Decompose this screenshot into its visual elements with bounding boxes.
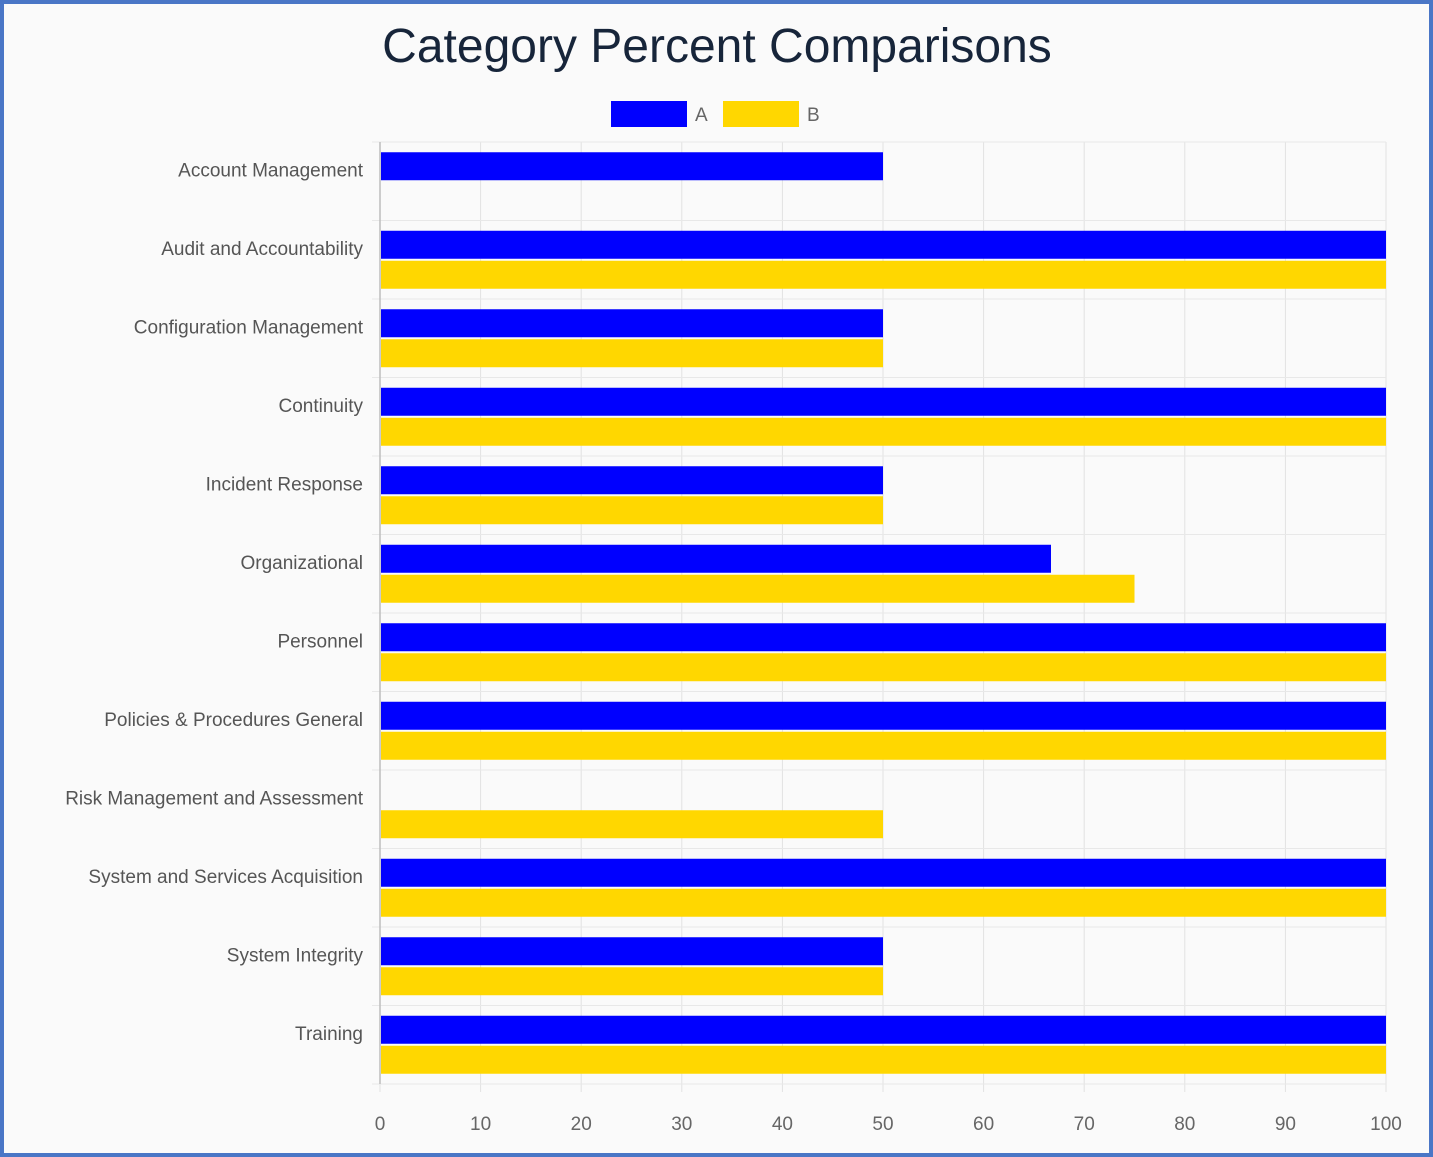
bar-a-5 — [381, 466, 883, 495]
bar-a-8 — [381, 701, 1386, 730]
bars — [381, 152, 1386, 1074]
bar-b-10 — [381, 888, 1386, 917]
bar-b-6 — [381, 574, 1135, 603]
bar-b-5 — [381, 496, 883, 525]
bar-b-9 — [381, 810, 883, 839]
category-label: System Integrity — [227, 945, 364, 966]
bar-a-3 — [381, 309, 883, 338]
chart-title: Category Percent Comparisons — [382, 20, 1052, 73]
bar-b-4 — [381, 417, 1386, 446]
x-tick-label: 50 — [872, 1114, 893, 1135]
x-tick-label: 80 — [1174, 1114, 1195, 1135]
bar-a-7 — [381, 623, 1386, 652]
x-tick-label: 0 — [375, 1114, 386, 1135]
category-label: Audit and Accountability — [161, 239, 363, 260]
bar-b-7 — [381, 653, 1386, 682]
category-label: Account Management — [178, 160, 364, 181]
x-tick-label: 90 — [1275, 1114, 1296, 1135]
bar-b-3 — [381, 339, 883, 368]
category-label: System and Services Acquisition — [88, 867, 363, 888]
x-tick-label: 30 — [671, 1114, 692, 1135]
category-label: Training — [295, 1024, 363, 1045]
legend-swatch-b[interactable] — [723, 101, 799, 127]
legend-label-a[interactable]: A — [695, 105, 708, 126]
x-tick-label: 100 — [1370, 1114, 1402, 1135]
x-tick-label: 70 — [1074, 1114, 1095, 1135]
category-label: Policies & Procedures General — [104, 710, 363, 731]
legend-label-b[interactable]: B — [807, 105, 820, 126]
category-label: Risk Management and Assessment — [65, 788, 364, 809]
bar-b-2 — [381, 260, 1386, 289]
bar-a-4 — [381, 387, 1386, 416]
bar-a-12 — [381, 1015, 1386, 1044]
bar-a-6 — [381, 544, 1052, 573]
bar-b-12 — [381, 1045, 1386, 1074]
category-label: Organizational — [240, 553, 363, 574]
bar-b-8 — [381, 731, 1386, 760]
bar-b-11 — [381, 967, 883, 996]
category-label: Personnel — [277, 631, 363, 652]
x-tick-labels: 0 10 20 30 40 50 60 70 80 90 100 — [375, 1114, 1402, 1135]
category-label: Continuity — [279, 396, 364, 417]
x-tick-label: 20 — [571, 1114, 592, 1135]
x-tick-label: 10 — [470, 1114, 491, 1135]
x-tick-label: 60 — [973, 1114, 994, 1135]
x-tick-label: 40 — [772, 1114, 793, 1135]
bar-a-2 — [381, 230, 1386, 259]
category-label: Configuration Management — [134, 317, 364, 338]
grid — [372, 141, 1387, 1092]
bar-a-10 — [381, 858, 1386, 887]
category-label: Incident Response — [206, 474, 363, 495]
legend-swatch-a[interactable] — [611, 101, 687, 127]
bar-a-1 — [381, 152, 883, 181]
bar-a-11 — [381, 937, 883, 966]
category-labels: Account Management Audit and Accountabili… — [65, 160, 364, 1045]
